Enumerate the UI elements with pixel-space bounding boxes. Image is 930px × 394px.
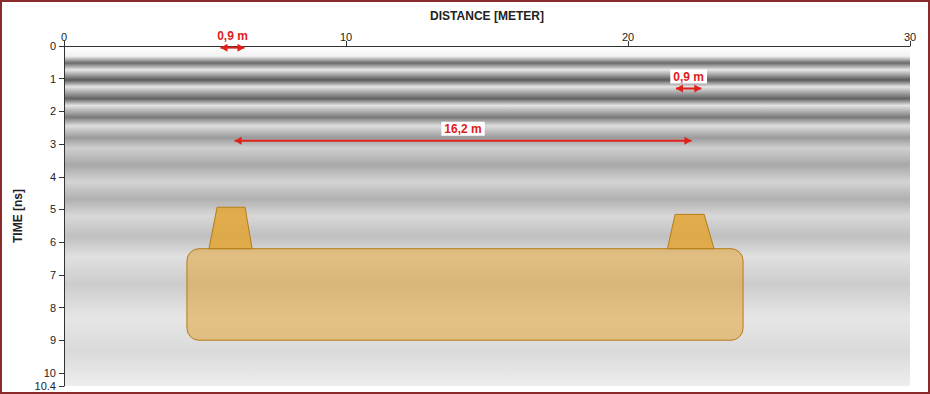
svg-text:5: 5: [50, 203, 56, 215]
svg-text:DISTANCE [METER]: DISTANCE [METER]: [430, 9, 544, 23]
svg-text:10.4: 10.4: [35, 380, 56, 392]
svg-text:0: 0: [50, 40, 56, 52]
svg-text:10: 10: [44, 367, 56, 379]
svg-text:7: 7: [50, 269, 56, 281]
svg-text:16,2 m: 16,2 m: [444, 122, 481, 136]
svg-text:9: 9: [50, 334, 56, 346]
svg-text:6: 6: [50, 236, 56, 248]
svg-text:10: 10: [340, 31, 352, 43]
svg-text:3: 3: [50, 138, 56, 150]
svg-text:1: 1: [50, 73, 56, 85]
svg-text:30: 30: [904, 31, 916, 43]
svg-text:TIME [ns]: TIME [ns]: [11, 189, 25, 243]
svg-text:20: 20: [622, 31, 634, 43]
svg-text:8: 8: [50, 302, 56, 314]
svg-text:0,9 m: 0,9 m: [673, 70, 704, 84]
svg-text:0: 0: [61, 31, 67, 43]
svg-text:4: 4: [50, 171, 56, 183]
svg-text:0,9 m: 0,9 m: [217, 29, 248, 43]
svg-text:2: 2: [50, 105, 56, 117]
